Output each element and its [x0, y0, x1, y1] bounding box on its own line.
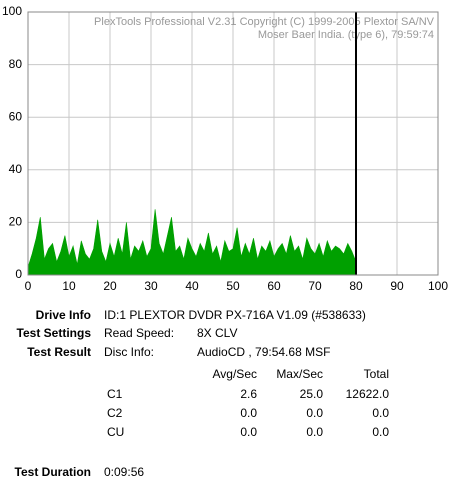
- watermark: Moser Baer India. (type 6), 79:59:74: [258, 29, 434, 41]
- x-tick-label: 50: [226, 279, 240, 293]
- y-tick-label: 100: [2, 4, 22, 18]
- x-tick-label: 80: [349, 279, 363, 293]
- field-text: 8X CLV: [197, 326, 237, 340]
- x-tick-label: 70: [308, 279, 322, 293]
- section-label: Drive Info: [36, 308, 91, 322]
- field-text: Total: [364, 367, 389, 381]
- y-tick-label: 40: [9, 162, 23, 176]
- field-text: C2: [107, 406, 123, 420]
- field-text: ID:1 PLEXTOR DVDR PX-716A V1.09 (#538633…: [104, 308, 366, 322]
- field-text: 0:09:56: [104, 465, 144, 479]
- field-text: Avg/Sec: [213, 367, 257, 381]
- y-tick-label: 0: [15, 267, 22, 281]
- field-text: Read Speed:: [104, 326, 174, 340]
- field-text: C1: [107, 387, 123, 401]
- c1-area: [27, 209, 357, 276]
- field-text: 0.0: [240, 425, 257, 439]
- field-text: 0.0: [306, 425, 323, 439]
- plot-frame: [27, 11, 439, 276]
- x-tick-label: 20: [103, 279, 117, 293]
- x-tick-label: 10: [62, 279, 76, 293]
- x-tick-label: 90: [390, 279, 404, 293]
- y-tick-label: 80: [9, 57, 23, 71]
- field-text: 12622.0: [346, 387, 390, 401]
- y-tick-label: 20: [9, 215, 23, 229]
- field-text: 0.0: [306, 406, 323, 420]
- x-tick-label: 30: [144, 279, 158, 293]
- field-text: 0.0: [372, 406, 389, 420]
- section-label: Test Result: [27, 345, 91, 359]
- field-text: AudioCD , 79:54.68 MSF: [197, 345, 330, 359]
- section-label: Test Duration: [15, 465, 91, 479]
- x-tick-label: 60: [267, 279, 281, 293]
- field-text: Disc Info:: [104, 345, 154, 359]
- y-tick-label: 60: [9, 109, 23, 123]
- field-text: 2.6: [240, 387, 257, 401]
- section-label: Test Settings: [17, 326, 92, 340]
- x-tick-label: 40: [185, 279, 199, 293]
- field-text: CU: [107, 425, 124, 439]
- field-text: 25.0: [300, 387, 324, 401]
- field-text: 0.0: [240, 406, 257, 420]
- watermark: PlexTools Professional V2.31 Copyright (…: [94, 16, 435, 28]
- x-tick-label: 0: [25, 279, 32, 293]
- field-text: Max/Sec: [276, 367, 323, 381]
- field-text: 0.0: [372, 425, 389, 439]
- x-tick-label: 100: [428, 279, 448, 293]
